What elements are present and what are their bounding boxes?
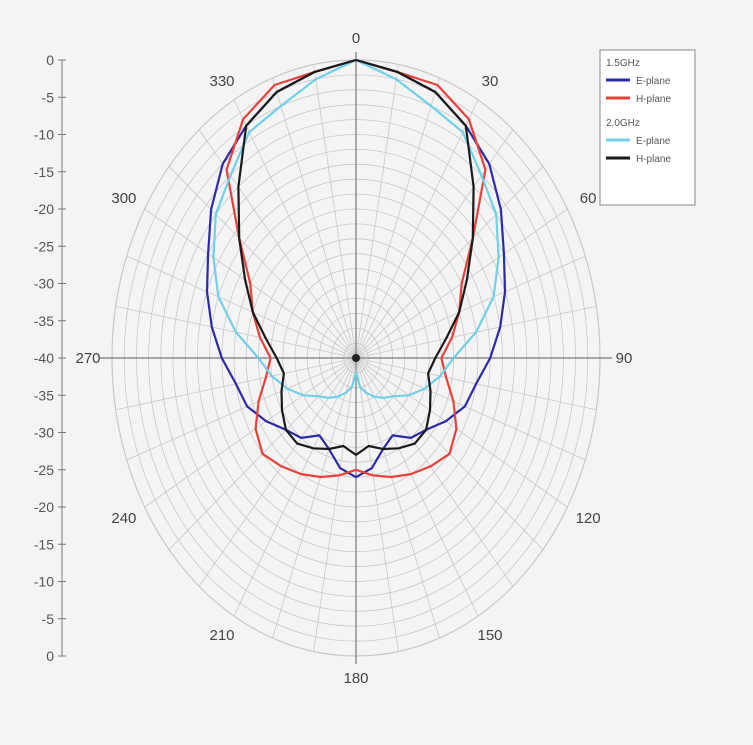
radial-tick-label: 0 xyxy=(46,52,54,68)
radial-tick-label: -30 xyxy=(34,425,54,441)
grid-spoke xyxy=(355,129,514,359)
grid-spoke xyxy=(233,357,357,617)
legend-group-title: 2.0GHz xyxy=(606,118,640,129)
polar-axes xyxy=(61,52,612,664)
angle-label: 300 xyxy=(111,190,136,207)
radial-tick-label: -25 xyxy=(34,238,54,254)
radial-tick-label: -20 xyxy=(34,201,54,217)
grid-spoke xyxy=(355,64,399,359)
angle-label: 270 xyxy=(75,350,100,367)
radial-tick-label: -15 xyxy=(34,164,54,180)
angle-label: 240 xyxy=(111,510,136,527)
radial-tick-label: -10 xyxy=(34,127,54,143)
angle-label: 60 xyxy=(580,190,597,207)
radial-tick-label: -5 xyxy=(42,611,55,627)
grid-spoke xyxy=(355,357,479,617)
legend: 1.5GHz E-plane H-plane 2.0GHz E-plane H-plane xyxy=(599,49,696,206)
series-group xyxy=(205,58,507,479)
legend-entry-label: E-plane xyxy=(636,136,671,147)
grid-spoke xyxy=(355,357,514,587)
angle-labels: 0 30 60 90 120 150 180 210 240 270 300 330 xyxy=(75,30,632,687)
grid-spoke xyxy=(168,166,357,359)
radial-tick-label: -35 xyxy=(34,313,54,329)
series-line xyxy=(225,58,487,479)
radial-tick-label: -5 xyxy=(42,89,55,105)
radial-tick-label: -20 xyxy=(34,499,54,515)
radial-tick-labels: 0 -5 -10 -15 -20 -25 -30 -35 -40 -35 -30 -25 -20 -15 -… xyxy=(34,52,66,664)
grid-spoke xyxy=(355,166,544,359)
grid-spoke xyxy=(313,357,357,652)
radial-tick-label: -25 xyxy=(34,462,54,478)
series-line xyxy=(237,58,475,456)
grid-spoke xyxy=(144,357,357,508)
grid-spoke xyxy=(126,357,357,461)
radial-tick-label: -40 xyxy=(34,350,54,366)
grid-spoke xyxy=(313,64,357,359)
grid-spoke xyxy=(272,77,357,359)
grid-spoke xyxy=(198,129,357,359)
grid-spoke xyxy=(233,99,357,359)
legend-entry-label: H-plane xyxy=(636,154,671,165)
angle-label: 210 xyxy=(209,627,234,644)
grid-spoke xyxy=(272,357,357,639)
grid-spoke xyxy=(355,357,568,508)
radial-tick-label: -10 xyxy=(34,574,54,590)
radial-tick-label: 0 xyxy=(46,648,54,664)
legend-box xyxy=(599,49,696,206)
grid-spoke xyxy=(355,99,479,359)
grid-spoke xyxy=(126,255,357,359)
series-line xyxy=(212,59,500,399)
angle-label: 30 xyxy=(482,73,499,90)
radial-tick-label: -15 xyxy=(34,536,54,552)
series-line xyxy=(205,58,507,479)
angle-label: 330 xyxy=(209,73,234,90)
grid-spoke xyxy=(355,357,440,639)
angle-label: 90 xyxy=(616,350,633,367)
grid-spoke xyxy=(355,77,440,359)
center-dot xyxy=(352,354,360,362)
legend-group-title: 1.5GHz xyxy=(606,58,640,69)
angle-label: 180 xyxy=(343,670,368,687)
grid-spoke xyxy=(355,255,586,359)
radial-tick-label: -30 xyxy=(34,276,54,292)
angle-label: 120 xyxy=(576,510,601,527)
angle-label: 0 xyxy=(352,30,360,47)
legend-entry-label: E-plane xyxy=(636,76,671,87)
legend-entry-label: H-plane xyxy=(636,94,671,105)
grid-spoke xyxy=(198,357,357,587)
radial-tick-label: -35 xyxy=(34,387,54,403)
angle-label: 150 xyxy=(477,627,502,644)
grid-spoke xyxy=(355,357,399,652)
grid-spoke xyxy=(355,357,586,461)
